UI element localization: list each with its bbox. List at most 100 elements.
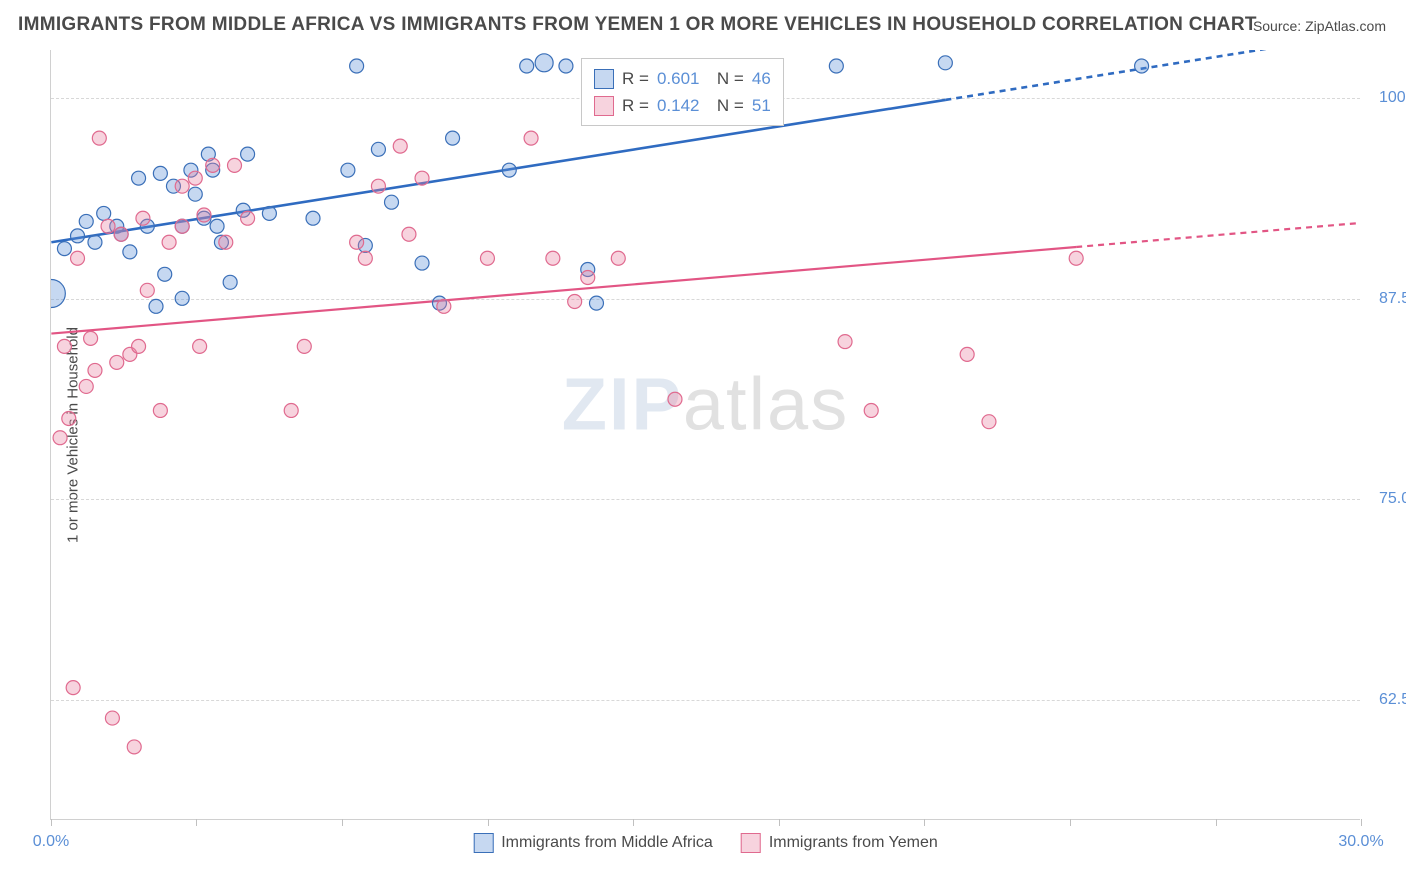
xtick xyxy=(633,819,634,826)
data-point xyxy=(385,195,399,209)
data-point xyxy=(219,235,233,249)
data-point xyxy=(132,171,146,185)
data-point xyxy=(341,163,355,177)
data-point xyxy=(175,291,189,305)
chart-svg xyxy=(51,50,1360,819)
legend-row-blue: R = 0.601 N = 46 xyxy=(594,65,771,92)
data-point xyxy=(197,208,211,222)
data-point xyxy=(668,392,682,406)
chart-title: IMMIGRANTS FROM MIDDLE AFRICA VS IMMIGRA… xyxy=(18,14,1257,36)
ytick-label: 100.0% xyxy=(1365,89,1406,107)
data-point xyxy=(57,339,71,353)
xtick xyxy=(1070,819,1071,826)
data-point xyxy=(568,295,582,309)
data-point xyxy=(241,211,255,225)
data-point xyxy=(140,283,154,297)
data-point xyxy=(79,379,93,393)
data-point xyxy=(158,267,172,281)
data-point xyxy=(350,59,364,73)
data-point xyxy=(71,251,85,265)
swatch-pink-icon xyxy=(594,96,614,116)
data-point xyxy=(437,299,451,313)
xtick xyxy=(1361,819,1362,826)
data-point xyxy=(162,235,176,249)
data-point xyxy=(114,227,128,241)
data-point xyxy=(589,296,603,310)
data-point xyxy=(97,206,111,220)
swatch-pink-icon xyxy=(741,833,761,853)
data-point xyxy=(71,229,85,243)
n-value-blue: 46 xyxy=(752,65,771,92)
data-point xyxy=(611,251,625,265)
legend-label-blue: Immigrants from Middle Africa xyxy=(501,834,713,852)
xtick-label: 30.0% xyxy=(1338,833,1383,851)
data-point xyxy=(446,131,460,145)
data-point xyxy=(982,415,996,429)
data-point xyxy=(132,339,146,353)
data-point xyxy=(393,139,407,153)
correlation-legend: R = 0.601 N = 46 R = 0.142 N = 51 xyxy=(581,58,784,126)
legend-row-pink: R = 0.142 N = 51 xyxy=(594,92,771,119)
r-value-pink: 0.142 xyxy=(657,92,700,119)
data-point xyxy=(524,131,538,145)
legend-item-blue: Immigrants from Middle Africa xyxy=(473,833,713,853)
data-point xyxy=(228,158,242,172)
data-point xyxy=(188,171,202,185)
xtick-label: 0.0% xyxy=(33,833,69,851)
data-point xyxy=(57,242,71,256)
ytick-label: 75.0% xyxy=(1365,490,1406,508)
trend-line xyxy=(51,247,1076,334)
data-point xyxy=(110,355,124,369)
data-point xyxy=(415,256,429,270)
data-point xyxy=(206,158,220,172)
swatch-blue-icon xyxy=(473,833,493,853)
ytick-label: 62.5% xyxy=(1365,691,1406,709)
r-value-blue: 0.601 xyxy=(657,65,700,92)
trend-line-dashed xyxy=(945,50,1359,100)
data-point xyxy=(371,179,385,193)
data-point xyxy=(415,171,429,185)
data-point xyxy=(241,147,255,161)
data-point xyxy=(358,251,372,265)
swatch-blue-icon xyxy=(594,69,614,89)
xtick xyxy=(488,819,489,826)
data-point xyxy=(123,245,137,259)
data-point xyxy=(546,251,560,265)
data-point xyxy=(175,179,189,193)
data-point xyxy=(136,211,150,225)
data-point xyxy=(559,59,573,73)
data-point xyxy=(938,56,952,70)
data-point xyxy=(66,681,80,695)
data-point xyxy=(62,411,76,425)
xtick xyxy=(196,819,197,826)
data-point xyxy=(262,206,276,220)
data-point xyxy=(520,59,534,73)
data-point xyxy=(535,54,553,72)
data-point xyxy=(371,142,385,156)
data-point xyxy=(153,403,167,417)
data-point xyxy=(88,235,102,249)
data-point xyxy=(153,166,167,180)
xtick xyxy=(779,819,780,826)
xtick xyxy=(1216,819,1217,826)
data-point xyxy=(84,331,98,345)
data-point xyxy=(92,131,106,145)
data-point xyxy=(297,339,311,353)
data-point xyxy=(838,335,852,349)
data-point xyxy=(53,431,67,445)
data-point xyxy=(480,251,494,265)
data-point xyxy=(284,403,298,417)
data-point xyxy=(402,227,416,241)
xtick xyxy=(51,819,52,826)
data-point xyxy=(960,347,974,361)
data-point xyxy=(350,235,364,249)
ytick-label: 87.5% xyxy=(1365,290,1406,308)
source-label: Source: ZipAtlas.com xyxy=(1253,18,1386,34)
xtick xyxy=(342,819,343,826)
data-point xyxy=(193,339,207,353)
n-value-pink: 51 xyxy=(752,92,771,119)
series-legend: Immigrants from Middle Africa Immigrants… xyxy=(473,833,938,853)
legend-item-pink: Immigrants from Yemen xyxy=(741,833,938,853)
data-point xyxy=(829,59,843,73)
data-point xyxy=(175,219,189,233)
